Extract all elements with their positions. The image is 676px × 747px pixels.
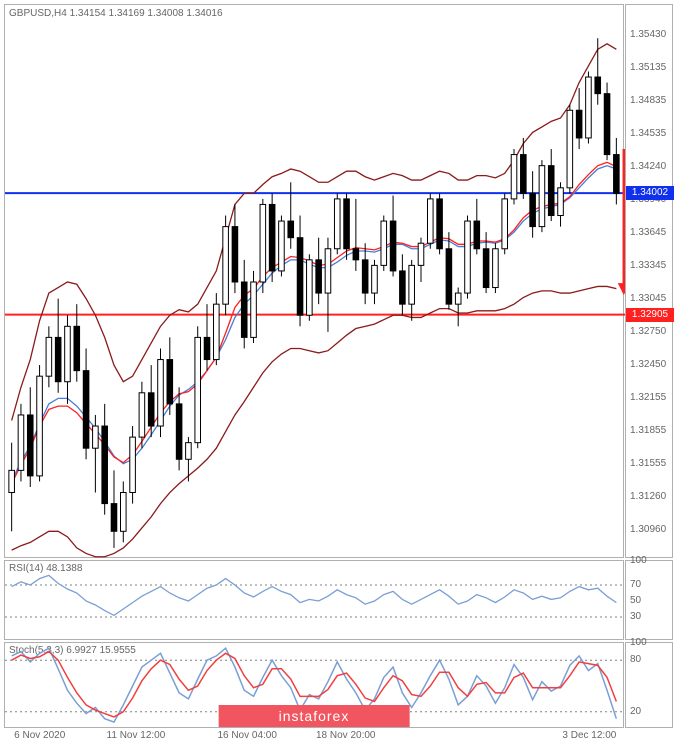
rsi-axis: 305070100	[625, 560, 673, 640]
price-tick: 1.30960	[630, 524, 666, 535]
watermark: instaforex	[219, 705, 410, 727]
price-tick: 1.33045	[630, 293, 666, 304]
stoch-axis: 2080100	[625, 642, 673, 728]
time-tick: 3 Dec 12:00	[562, 730, 616, 741]
price-line-label: 1.32905	[626, 308, 674, 322]
main-price-panel[interactable]: GBPUSD,H4 1.34154 1.34169 1.34008 1.3401…	[4, 4, 624, 558]
price-tick: 1.34240	[630, 161, 666, 172]
price-tick: 1.33345	[630, 260, 666, 271]
price-tick: 1.31855	[630, 425, 666, 436]
stoch-tick: 20	[630, 706, 641, 717]
price-axis: 1.30960 1.31260 1.31555 1.31855 1.32155 1.324…	[625, 4, 673, 558]
price-tick: 1.34835	[630, 95, 666, 106]
price-tick: 1.35430	[630, 29, 666, 40]
rsi-tick: 50	[630, 595, 641, 606]
main-chart-svg	[5, 5, 625, 559]
time-axis: 6 Nov 2020 11 Nov 12:00 16 Nov 04:00 18 Nov…	[4, 730, 672, 745]
price-tick: 1.31555	[630, 458, 666, 469]
rsi-panel[interactable]: RSI(14) 48.1388	[4, 560, 624, 640]
time-tick: 16 Nov 04:00	[217, 730, 277, 741]
time-tick: 18 Nov 20:00	[316, 730, 376, 741]
stoch-tick: 100	[630, 637, 647, 648]
time-tick: 6 Nov 2020	[14, 730, 65, 741]
price-tick: 1.35135	[630, 62, 666, 73]
rsi-tick: 100	[630, 555, 647, 566]
rsi-tick: 30	[630, 611, 641, 622]
price-tick: 1.32155	[630, 392, 666, 403]
stoch-panel[interactable]: Stoch(5,3,3) 6.9927 15.9555 instaforex	[4, 642, 624, 728]
rsi-tick: 70	[630, 579, 641, 590]
rsi-svg	[5, 561, 625, 641]
price-tick: 1.32750	[630, 326, 666, 337]
price-tick: 1.34535	[630, 128, 666, 139]
time-tick: 11 Nov 12:00	[107, 730, 166, 741]
price-tick: 1.32450	[630, 359, 666, 370]
chart-container: GBPUSD,H4 1.34154 1.34169 1.34008 1.3401…	[0, 0, 676, 747]
stoch-tick: 80	[630, 654, 641, 665]
price-tick: 1.31260	[630, 491, 666, 502]
price-tick: 1.33645	[630, 227, 666, 238]
price-line-label: 1.34002	[626, 186, 674, 200]
